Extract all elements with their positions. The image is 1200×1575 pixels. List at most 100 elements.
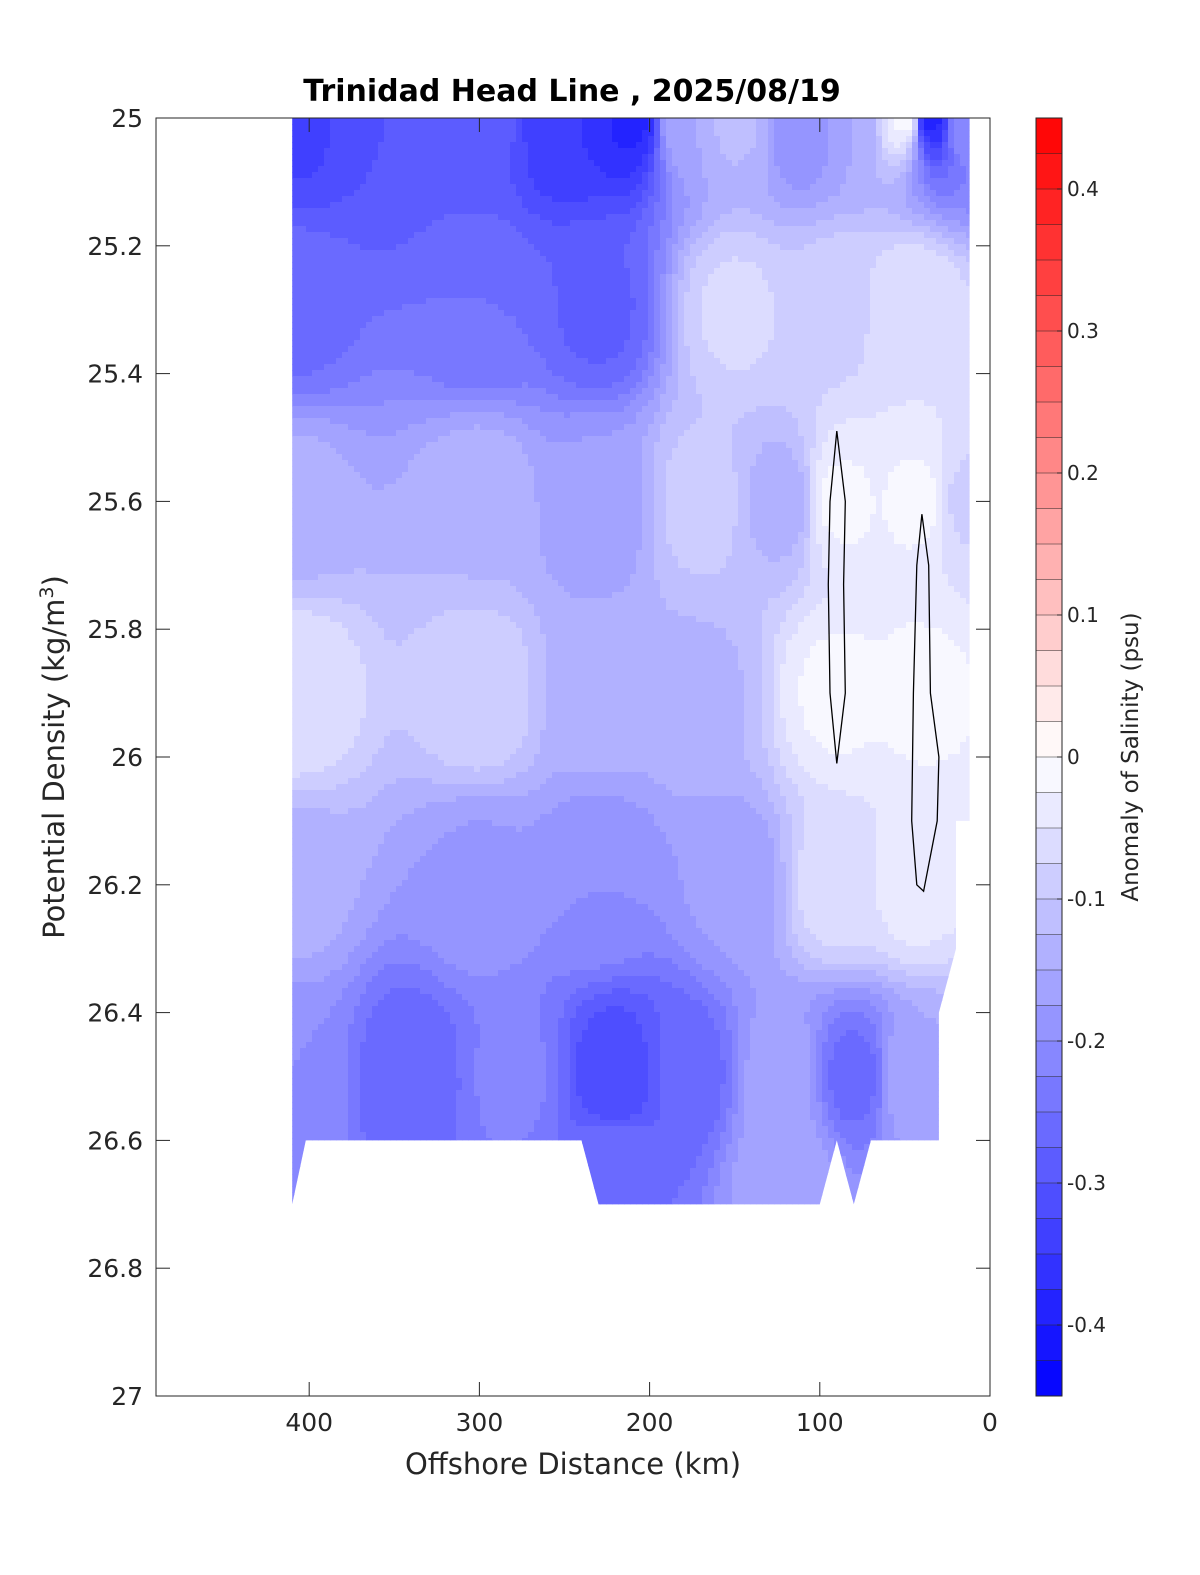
field-cell [408, 220, 415, 227]
field-cell [702, 196, 709, 203]
field-cell [774, 262, 781, 269]
field-cell [540, 244, 547, 251]
field-cell [450, 172, 457, 179]
field-cell [714, 172, 721, 179]
field-cell [306, 316, 313, 323]
field-cell [588, 130, 595, 137]
field-cell [954, 280, 961, 287]
field-cell [306, 166, 313, 173]
field-cell [402, 130, 409, 137]
field-cell [612, 274, 619, 281]
field-cell [846, 178, 853, 185]
field-cell [774, 118, 781, 125]
field-cell [786, 250, 793, 257]
field-cell [378, 172, 385, 179]
field-cell [876, 208, 883, 215]
field-cell [822, 196, 829, 203]
field-cell [504, 130, 511, 137]
field-cell [810, 292, 817, 299]
field-cell [636, 322, 643, 329]
field-cell [744, 280, 751, 287]
field-cell [564, 208, 571, 215]
field-cell [300, 166, 307, 173]
field-cell [498, 196, 505, 203]
field-cell [474, 250, 481, 257]
field-cell [906, 208, 913, 215]
field-cell [576, 286, 583, 293]
field-cell [768, 208, 775, 215]
field-cell [378, 142, 385, 149]
field-cell [450, 328, 457, 335]
field-cell [726, 274, 733, 281]
field-cell [858, 130, 865, 137]
field-cell [432, 334, 439, 341]
field-cell [828, 370, 835, 377]
field-cell [852, 154, 859, 161]
field-cell [762, 268, 769, 275]
field-cell [870, 256, 877, 263]
field-cell [762, 154, 769, 161]
field-cell [732, 196, 739, 203]
field-cell [834, 364, 841, 371]
field-cell [780, 328, 787, 335]
field-cell [438, 196, 445, 203]
field-cell [624, 160, 631, 167]
field-cell [846, 274, 853, 281]
field-cell [654, 130, 661, 137]
field-cell [726, 340, 733, 347]
field-cell [948, 118, 955, 125]
field-cell [570, 274, 577, 281]
field-cell [438, 286, 445, 293]
field-cell [390, 250, 397, 257]
field-cell [414, 334, 421, 341]
field-cell [330, 202, 337, 209]
field-cell [732, 118, 739, 125]
field-cell [786, 208, 793, 215]
field-cell [420, 214, 427, 221]
field-cell [540, 316, 547, 323]
field-cell [690, 334, 697, 341]
field-cell [552, 238, 559, 245]
field-cell [666, 352, 673, 359]
field-cell [510, 328, 517, 335]
field-cell [840, 184, 847, 191]
field-cell [876, 370, 883, 377]
field-cell [486, 256, 493, 263]
field-cell [588, 334, 595, 341]
field-cell [732, 256, 739, 263]
field-cell [696, 364, 703, 371]
field-cell [504, 184, 511, 191]
field-cell [672, 172, 679, 179]
field-cell [696, 292, 703, 299]
field-cell [330, 286, 337, 293]
field-cell [624, 190, 631, 197]
field-cell [426, 202, 433, 209]
field-cell [936, 232, 943, 239]
field-cell [654, 286, 661, 293]
field-cell [444, 376, 451, 383]
field-cell [798, 322, 805, 329]
field-cell [858, 160, 865, 167]
field-cell [792, 154, 799, 161]
field-cell [516, 256, 523, 263]
field-cell [876, 256, 883, 263]
field-cell [456, 214, 463, 221]
field-cell [558, 292, 565, 299]
field-cell [426, 280, 433, 287]
field-cell [852, 304, 859, 311]
field-cell [540, 148, 547, 155]
field-cell [390, 364, 397, 371]
field-cell [774, 196, 781, 203]
field-cell [690, 250, 697, 257]
field-cell [402, 118, 409, 125]
field-cell [840, 286, 847, 293]
field-cell [630, 178, 637, 185]
field-cell [300, 184, 307, 191]
field-cell [450, 274, 457, 281]
field-cell [336, 130, 343, 137]
field-cell [318, 148, 325, 155]
field-cell [756, 232, 763, 239]
field-cell [384, 346, 391, 353]
field-cell [954, 274, 961, 281]
field-cell [798, 274, 805, 281]
